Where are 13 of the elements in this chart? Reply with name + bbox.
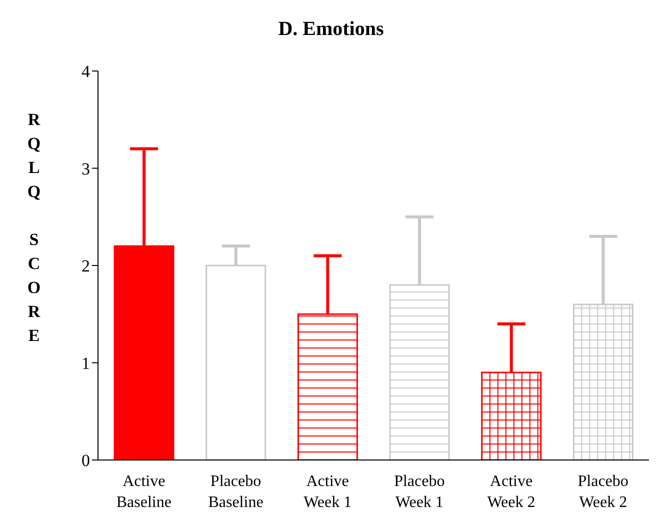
y-tick-label: 0 xyxy=(82,451,90,470)
x-tick-label: Placebo Baseline xyxy=(208,473,264,511)
chart-title: D. Emotions xyxy=(277,18,385,41)
x-tick-label: Placebo Week 2 xyxy=(578,473,628,511)
x-tick-label: Active Baseline xyxy=(116,473,172,511)
x-tick-label: Active Week 1 xyxy=(304,473,352,511)
y-tick-label: 4 xyxy=(82,62,90,82)
x-tick-label: Placebo Week 1 xyxy=(394,473,445,511)
y-tick-label: 1 xyxy=(82,354,90,373)
y-tick-label: 3 xyxy=(82,159,90,178)
text: RQLQ SCORE xyxy=(27,110,41,345)
y-tick-label: 2 xyxy=(82,256,90,276)
x-tick-label: Active Week 2 xyxy=(487,473,536,511)
